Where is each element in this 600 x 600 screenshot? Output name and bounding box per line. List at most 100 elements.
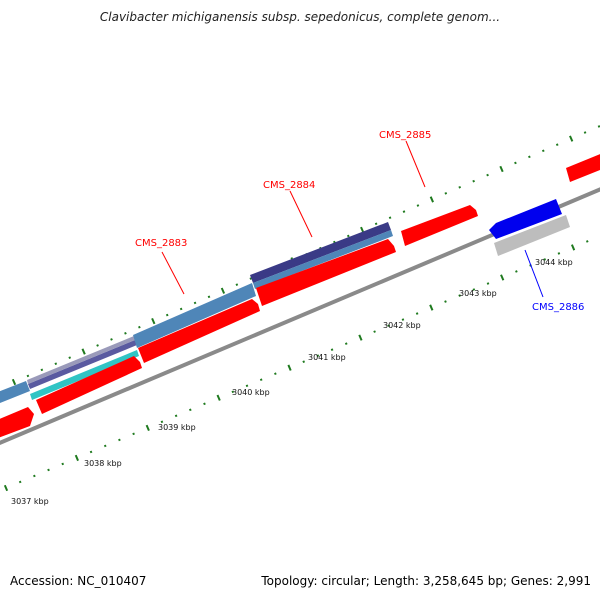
- reverse-cds-track: [489, 199, 570, 256]
- gene-label-cms-2885[interactable]: CMS_2885: [379, 130, 431, 141]
- pseudo-gene[interactable]: [494, 215, 570, 256]
- minor-tick: [132, 432, 135, 436]
- minor-tick: [401, 318, 405, 321]
- minor-tick: [231, 390, 235, 394]
- minor-tick: [274, 372, 277, 376]
- leader-line: [524, 249, 544, 298]
- track-navy-right: [250, 222, 391, 283]
- track-steel-right: [253, 230, 393, 289]
- track-cyan: [30, 350, 139, 400]
- gene-label-cms-2884[interactable]: CMS_2884: [263, 180, 315, 191]
- minor-tick: [597, 125, 600, 128]
- cds-arrow[interactable]: [401, 205, 478, 246]
- kbp-label: 3037 kbp: [11, 497, 49, 506]
- minor-tick: [165, 313, 169, 317]
- major-tick: [151, 318, 156, 325]
- track-steel-mid: [133, 283, 256, 348]
- major-tick: [570, 244, 576, 251]
- major-tick: [81, 348, 86, 355]
- minor-tick: [138, 325, 141, 329]
- forward-cds-track: [0, 150, 600, 441]
- minor-tick: [160, 420, 164, 424]
- minor-tick: [188, 408, 192, 412]
- minor-tick: [374, 222, 378, 226]
- track-grey-left: [27, 336, 135, 384]
- minor-tick: [387, 324, 391, 327]
- minor-tick: [207, 295, 211, 299]
- minor-tick: [458, 185, 462, 189]
- minor-tick: [124, 332, 127, 335]
- accession-label: Accession: NC_010407: [10, 574, 147, 588]
- minor-tick: [402, 210, 406, 213]
- major-tick: [287, 364, 292, 371]
- minor-tick: [96, 344, 99, 347]
- minor-tick: [89, 450, 93, 454]
- minor-tick: [249, 277, 253, 280]
- gene-label-cms-2886[interactable]: CMS_2886: [532, 302, 584, 313]
- kbp-label: 3044 kbp: [535, 258, 573, 267]
- kbp-labels: 3037 kbp 3038 kbp 3039 kbp 3040 kbp 3041…: [11, 258, 573, 506]
- kbp-label: 3040 kbp: [232, 388, 270, 397]
- minor-tick: [514, 161, 517, 165]
- major-tick: [74, 454, 79, 462]
- major-tick: [358, 334, 363, 341]
- genome-summary: Topology: circular; Length: 3,258,645 bp…: [261, 574, 591, 588]
- minor-tick: [557, 252, 561, 255]
- minor-tick: [388, 216, 392, 220]
- minor-tick: [203, 402, 206, 406]
- minor-tick: [373, 330, 376, 333]
- minor-tick: [26, 374, 30, 378]
- minor-tick: [583, 131, 587, 134]
- minor-tick: [118, 438, 121, 442]
- major-tick: [216, 394, 221, 401]
- minor-tick: [302, 360, 306, 364]
- major-tick: [3, 484, 9, 492]
- major-tick: [220, 287, 226, 294]
- minor-tick: [103, 444, 107, 448]
- minor-tick: [416, 204, 420, 207]
- cds-arrow-reverse[interactable]: [489, 199, 562, 239]
- cds-arrow[interactable]: [138, 299, 260, 363]
- minor-tick: [528, 155, 531, 159]
- minor-tick: [472, 288, 476, 291]
- kbp-label: 3041 kbp: [308, 353, 346, 362]
- minor-tick: [179, 307, 183, 311]
- minor-tick: [68, 356, 72, 359]
- minor-tick: [54, 362, 58, 366]
- leader-line: [289, 190, 313, 238]
- leader-line: [405, 140, 426, 188]
- minor-tick: [444, 300, 447, 303]
- minor-tick: [555, 143, 559, 147]
- leader-line: [161, 251, 185, 295]
- minor-tick: [344, 342, 348, 345]
- track-navy-left: [28, 340, 137, 389]
- cds-arrow[interactable]: [0, 407, 34, 441]
- cds-arrow[interactable]: [36, 356, 142, 414]
- kbp-label: 3039 kbp: [158, 423, 196, 432]
- cds-arrow[interactable]: [566, 150, 600, 182]
- minor-tick: [40, 368, 44, 372]
- major-tick: [11, 378, 17, 386]
- minor-tick: [110, 338, 113, 341]
- minor-tick: [541, 149, 545, 153]
- minor-tick: [458, 294, 461, 297]
- minor-tick: [346, 234, 350, 238]
- minor-tick: [18, 480, 22, 484]
- cds-arrow[interactable]: [256, 239, 396, 306]
- minor-tick: [259, 378, 263, 382]
- major-tick: [499, 165, 504, 173]
- minor-tick: [174, 414, 178, 418]
- major-tick: [429, 304, 434, 311]
- minor-tick: [61, 462, 65, 466]
- minor-tick: [415, 312, 419, 315]
- major-tick: [429, 196, 434, 203]
- gene-label-cms-2883[interactable]: CMS_2883: [135, 238, 187, 249]
- gene-labels: CMS_2883 CMS_2884 CMS_2885 CMS_2886: [135, 130, 584, 313]
- analysis-tracks: [0, 222, 393, 403]
- minor-tick: [472, 179, 475, 183]
- minor-tick: [47, 468, 50, 472]
- minor-tick: [486, 173, 489, 177]
- minor-tick: [444, 192, 448, 195]
